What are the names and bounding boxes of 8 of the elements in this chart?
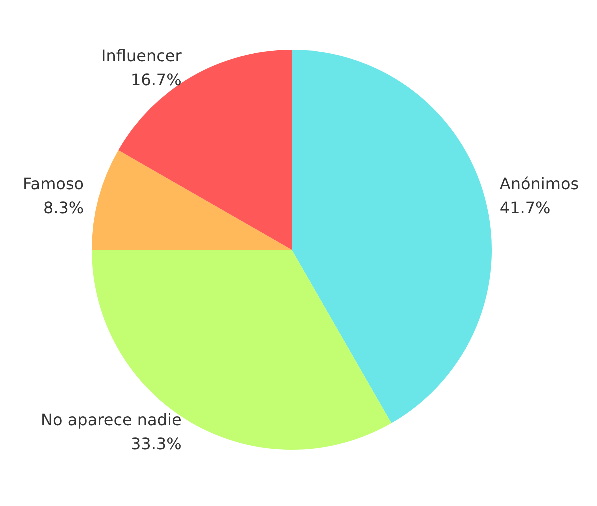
data-label: 41.7% bbox=[500, 198, 551, 218]
slice-label: Famoso bbox=[23, 174, 84, 194]
slice-label: Influencer bbox=[102, 46, 182, 66]
slice-label: Anónimos bbox=[500, 174, 580, 194]
data-label: 16.7% bbox=[130, 70, 182, 90]
data-label: 8.3% bbox=[43, 198, 84, 218]
data-label: 33.3% bbox=[130, 434, 182, 454]
slice-label: No aparece nadie bbox=[41, 410, 182, 430]
